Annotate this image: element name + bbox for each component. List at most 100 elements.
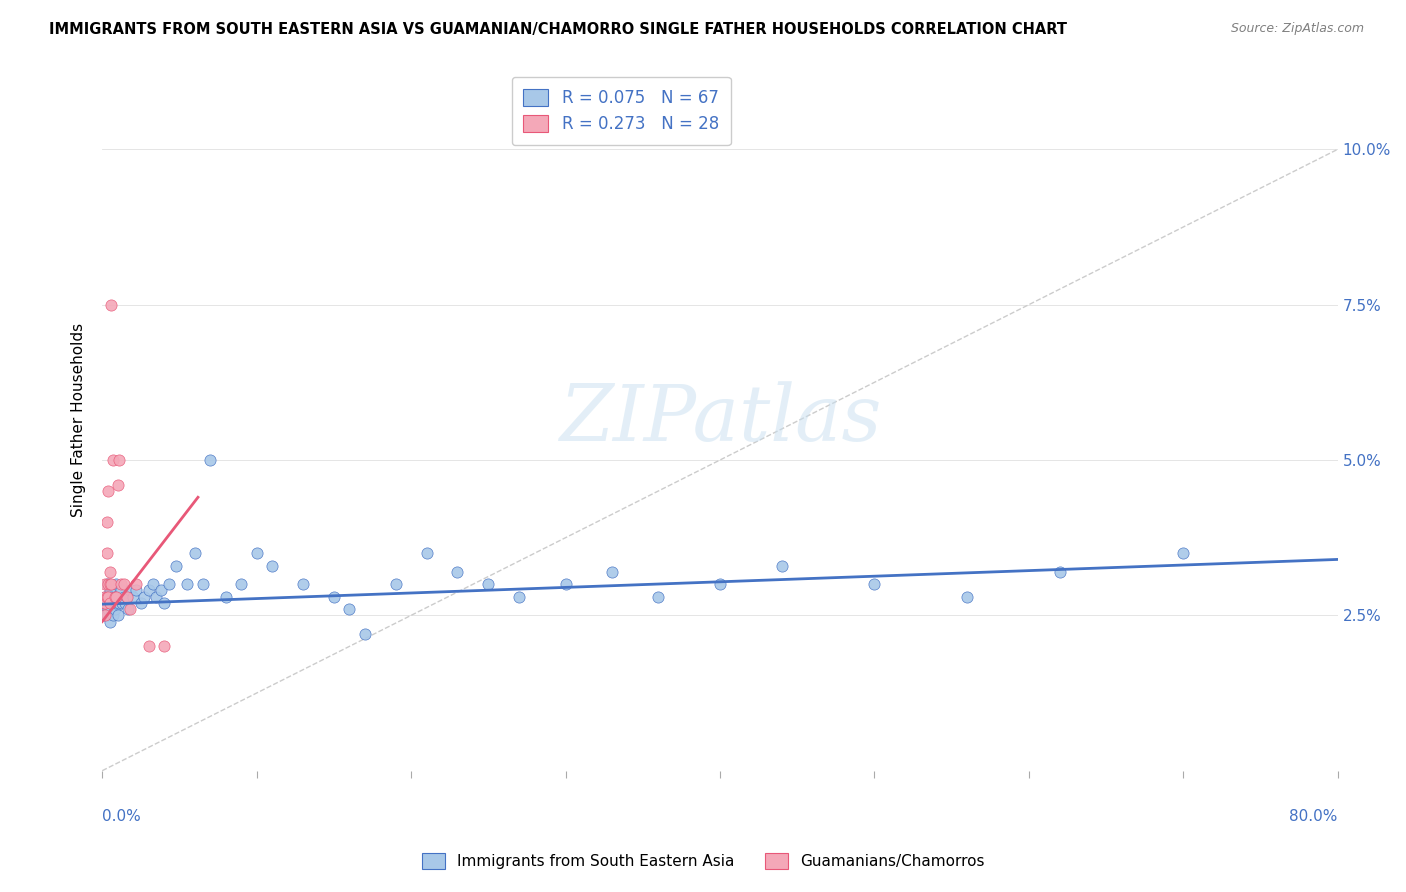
Point	[98, 565, 121, 579]
Point	[94, 577, 117, 591]
Point	[105, 590, 128, 604]
Point	[114, 596, 136, 610]
Text: IMMIGRANTS FROM SOUTH EASTERN ASIA VS GUAMANIAN/CHAMORRO SINGLE FATHER HOUSEHOLD: IMMIGRANTS FROM SOUTH EASTERN ASIA VS GU…	[49, 22, 1067, 37]
Point	[446, 565, 468, 579]
Point	[384, 577, 406, 591]
Point	[98, 615, 121, 629]
Point	[105, 577, 128, 591]
Point	[110, 577, 132, 591]
Point	[103, 602, 125, 616]
Point	[110, 583, 132, 598]
Text: 0.0%: 0.0%	[103, 809, 141, 824]
Point	[262, 558, 284, 573]
Point	[118, 583, 141, 598]
Point	[647, 590, 669, 604]
Point	[132, 590, 155, 604]
Point	[96, 596, 118, 610]
Point	[157, 577, 180, 591]
Point	[98, 577, 121, 591]
Point	[100, 590, 122, 604]
Point	[112, 577, 135, 591]
Point	[117, 602, 139, 616]
Point	[149, 583, 172, 598]
Point	[153, 640, 176, 654]
Point	[145, 590, 167, 604]
Point	[115, 590, 138, 604]
Point	[107, 608, 129, 623]
Point	[138, 640, 160, 654]
Point	[97, 577, 120, 591]
Point	[101, 453, 124, 467]
Point	[98, 596, 121, 610]
Point	[1049, 565, 1071, 579]
Point	[96, 608, 118, 623]
Point	[96, 577, 118, 591]
Point	[97, 484, 120, 499]
Point	[100, 577, 122, 591]
Point	[96, 546, 118, 560]
Point	[107, 478, 129, 492]
Point	[165, 558, 187, 573]
Point	[353, 627, 375, 641]
Point	[129, 596, 152, 610]
Point	[125, 577, 148, 591]
Point	[322, 590, 344, 604]
Point	[97, 602, 120, 616]
Point	[101, 608, 124, 623]
Point	[101, 596, 124, 610]
Point	[770, 558, 793, 573]
Point	[93, 596, 115, 610]
Point	[554, 577, 576, 591]
Point	[94, 608, 117, 623]
Point	[477, 577, 499, 591]
Text: 80.0%: 80.0%	[1289, 809, 1337, 824]
Point	[98, 596, 121, 610]
Point	[231, 577, 253, 591]
Point	[97, 590, 120, 604]
Point	[118, 602, 141, 616]
Point	[115, 590, 138, 604]
Point	[100, 298, 122, 312]
Y-axis label: Single Father Households: Single Father Households	[72, 323, 86, 516]
Point	[138, 583, 160, 598]
Point	[111, 596, 134, 610]
Point	[105, 596, 128, 610]
Point	[863, 577, 886, 591]
Point	[97, 590, 120, 604]
Point	[191, 577, 214, 591]
Point	[337, 602, 360, 616]
Text: ZIPatlas: ZIPatlas	[558, 382, 882, 458]
Point	[215, 590, 238, 604]
Point	[1173, 546, 1195, 560]
Point	[415, 546, 437, 560]
Point	[96, 590, 118, 604]
Point	[107, 590, 129, 604]
Point	[508, 590, 530, 604]
Point	[600, 565, 623, 579]
Point	[112, 590, 135, 604]
Point	[96, 515, 118, 529]
Point	[122, 590, 145, 604]
Point	[153, 596, 176, 610]
Point	[94, 596, 117, 610]
Legend: R = 0.075   N = 67, R = 0.273   N = 28: R = 0.075 N = 67, R = 0.273 N = 28	[512, 77, 731, 145]
Point	[108, 453, 131, 467]
Point	[93, 590, 115, 604]
Legend: Immigrants from South Eastern Asia, Guamanians/Chamorros: Immigrants from South Eastern Asia, Guam…	[416, 847, 990, 875]
Point	[142, 577, 165, 591]
Point	[94, 602, 117, 616]
Point	[246, 546, 269, 560]
Point	[956, 590, 979, 604]
Point	[103, 590, 125, 604]
Point	[125, 583, 148, 598]
Text: Source: ZipAtlas.com: Source: ZipAtlas.com	[1230, 22, 1364, 36]
Point	[184, 546, 207, 560]
Point	[108, 596, 131, 610]
Point	[176, 577, 198, 591]
Point	[93, 608, 115, 623]
Point	[94, 590, 117, 604]
Point	[291, 577, 314, 591]
Point	[98, 583, 121, 598]
Point	[103, 590, 125, 604]
Point	[100, 602, 122, 616]
